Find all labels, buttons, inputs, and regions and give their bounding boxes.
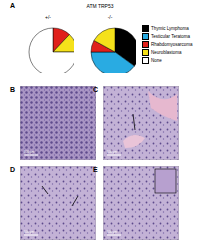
svg-text:100 µm: 100 µm <box>24 150 35 154</box>
html-text:Thymic Lymphoma: Thymic Lymphoma <box>151 25 189 31</box>
html-text:None: None <box>151 57 162 63</box>
svg-text:100 µm: 100 µm <box>24 230 35 234</box>
html-text:Neuroblastoma: Neuroblastoma <box>151 49 182 55</box>
html-text:Testicular Teratoma: Testicular Teratoma <box>151 33 190 39</box>
html-text:D: D <box>10 166 16 173</box>
html-text:B: B <box>10 86 16 93</box>
svg-text:100 µm: 100 µm <box>107 150 118 154</box>
html-text:A: A <box>10 2 16 9</box>
html-text:E: E <box>93 166 98 173</box>
html-text:C: C <box>93 86 99 93</box>
html-text:ATM TRP53: ATM TRP53 <box>86 3 114 9</box>
html-text:Rhabdomyosarcoma: Rhabdomyosarcoma <box>151 41 193 47</box>
svg-text:100 µm: 100 µm <box>107 230 118 234</box>
